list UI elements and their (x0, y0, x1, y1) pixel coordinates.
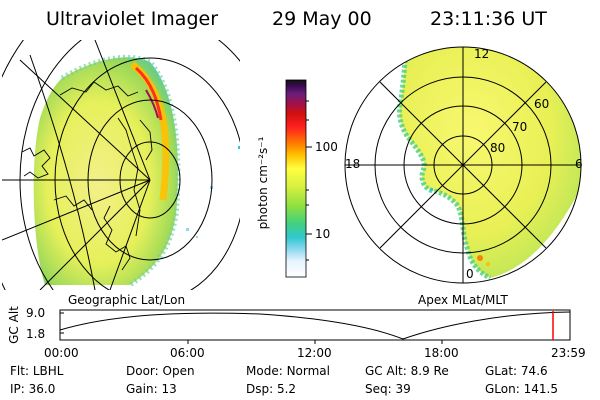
footer-door-label: Door: (126, 364, 159, 378)
footer-gc-alt-value: 8.9 Re (410, 364, 449, 378)
mlat-label-70: 70 (512, 120, 528, 134)
footer-glon: GLon: 141.5 (485, 383, 558, 395)
mlat-label-80: 80 (490, 141, 506, 155)
footer-seq-value: 39 (395, 382, 411, 396)
footer-gain: Gain: 13 (126, 383, 177, 395)
footer-gain-label: Gain: (126, 382, 158, 396)
time-label: 23:11:36 UT (430, 8, 547, 30)
footer-glat-label: GLat: (485, 364, 518, 378)
mlt-label-6: 6 (575, 157, 583, 171)
footer-gain-value: 13 (161, 382, 177, 396)
footer-glon-label: GLon: (485, 382, 520, 396)
footer-seq: Seq: 39 (365, 383, 411, 395)
footer-glon-value: 141.5 (523, 382, 558, 396)
mlt-label-0: 0 (466, 267, 474, 281)
footer-gc-alt-label: GC Alt: (365, 364, 407, 378)
footer-mode: Mode: Normal (246, 365, 330, 377)
date-label: 29 May 00 (272, 8, 372, 30)
footer-door: Door: Open (126, 365, 195, 377)
auroral-oval (399, 47, 581, 278)
orbit-y-axis-label: GC Alt (7, 306, 21, 344)
footer-ip-value: 36.0 (28, 382, 56, 396)
footer-flt-label: Flt: (10, 364, 29, 378)
orbit-x-tick-0000: 00:00 (44, 346, 79, 360)
orbit-y-tick-9: 9.0 (26, 306, 46, 320)
colorbar-unit-label: photon cm⁻²s⁻¹ (256, 136, 270, 230)
footer-dsp-label: Dsp: (246, 382, 274, 396)
footer-glat: GLat: 74.6 (485, 365, 548, 377)
footer-dsp-value: 5.2 (276, 382, 297, 396)
geographic-map (2, 40, 240, 290)
orbit-plot (59, 309, 571, 344)
footer-ip-label: IP: (10, 382, 25, 396)
orbit-x-tick-1200: 12:00 (297, 346, 332, 360)
orbit-x-tick-0600: 06:00 (170, 346, 205, 360)
footer-ip: IP: 36.0 (10, 383, 55, 395)
footer-seq-label: Seq: (365, 382, 392, 396)
footer-door-value: Open (162, 364, 195, 378)
colorbar-tick-100: 100 (315, 140, 338, 154)
orbit-plot-frame (59, 309, 571, 341)
orbit-x-tick-1800: 18:00 (424, 346, 459, 360)
mlt-label-12: 12 (474, 47, 490, 61)
altitude-curve (59, 311, 571, 340)
footer-glat-value: 74.6 (520, 364, 548, 378)
colorbar-tick-10: 10 (315, 227, 331, 241)
right-panel-label: Apex MLat/MLT (418, 293, 508, 307)
colorbar (285, 79, 312, 278)
footer-mode-label: Mode: (246, 364, 283, 378)
orbit-x-tick-2359: 23:59 (551, 346, 586, 360)
colorbar-scale (285, 79, 307, 278)
footer-mode-value: Normal (286, 364, 330, 378)
instrument-title: Ultraviolet Imager (46, 8, 219, 30)
orbit-y-tick-1-8: 1.8 (26, 327, 46, 341)
mlat-label-60: 60 (534, 97, 550, 111)
footer-flt: Flt: LBHL (10, 365, 63, 377)
footer-dsp: Dsp: 5.2 (246, 383, 296, 395)
polar-map (344, 46, 582, 284)
mlt-label-18: 18 (345, 157, 361, 171)
left-panel-label: Geographic Lat/Lon (68, 293, 186, 307)
footer-gc-alt: GC Alt: 8.9 Re (365, 365, 449, 377)
footer-flt-value: LBHL (32, 364, 64, 378)
